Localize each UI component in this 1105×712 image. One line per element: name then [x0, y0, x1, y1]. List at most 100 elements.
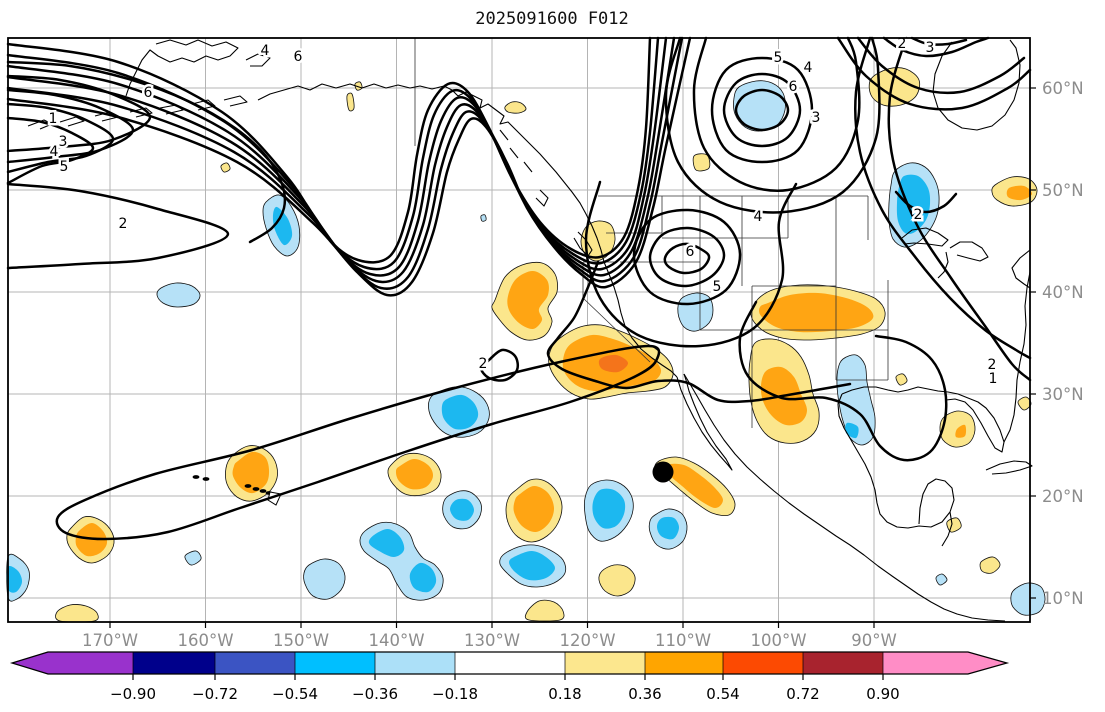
coastline	[27, 119, 53, 130]
coastline	[941, 511, 953, 547]
coastline	[573, 231, 593, 257]
colorbar-layer: −0.90 −0.72 −0.54 −0.36 −0.18 0.18 0.36 0.54 0.7…	[9, 651, 1010, 703]
coastline	[937, 251, 949, 279]
contour-line	[6, 36, 692, 297]
colorbar-tick-label: 0.54	[706, 685, 739, 703]
contour-label: 1	[989, 371, 998, 387]
x-tick-label: 160°W	[177, 631, 233, 650]
contour-label: 3	[59, 134, 68, 150]
hawaii-island	[259, 489, 267, 493]
coastline	[125, 39, 239, 97]
contour-line	[6, 60, 287, 244]
negative-anomaly-region	[272, 206, 293, 246]
coastline	[245, 53, 271, 67]
y-tick-label: 50°N	[1042, 181, 1084, 200]
positive-anomaly-region	[666, 463, 723, 509]
axis-layer: 170°W 160°W 150°W 140°W 130°W 120°W 110°W 100°W…	[82, 79, 1084, 650]
x-tick-label: 170°W	[82, 631, 138, 650]
positive-anomaly-region	[220, 162, 231, 173]
contour-label: 2	[119, 216, 128, 232]
coastline	[985, 460, 1033, 475]
positive-anomaly-region	[946, 517, 962, 533]
negative-anomaly-region	[480, 214, 487, 222]
contour-label: 6	[686, 244, 695, 260]
positive-anomaly-region	[895, 373, 908, 386]
colorbar-left-arrow	[12, 652, 48, 674]
coastline	[191, 99, 216, 111]
contour-label: 4	[261, 43, 270, 59]
contour-label: 1	[49, 111, 58, 127]
negative-anomaly-region	[6, 566, 23, 593]
contour-line	[6, 116, 95, 185]
negative-anomaly-region	[303, 558, 346, 600]
shaded-regions-layer	[6, 67, 1046, 623]
contour-label: 6	[294, 49, 303, 65]
negative-anomaly-region	[1010, 582, 1046, 616]
contour-label: 6	[789, 79, 798, 95]
coastline	[837, 393, 955, 529]
colorbar-tick-label: −0.18	[432, 685, 478, 703]
y-tick-label: 10°N	[1042, 589, 1084, 608]
negative-anomaly-region	[733, 80, 786, 132]
colorbar-tick-label: −0.72	[192, 685, 238, 703]
colorbar-tick-label: 0.90	[866, 685, 899, 703]
contours-layer	[6, 36, 1032, 541]
coastline	[676, 373, 733, 471]
colorbar-segment	[645, 652, 723, 674]
coastline	[1003, 271, 1031, 443]
coastline	[499, 129, 509, 141]
contour-line	[6, 36, 676, 284]
contour-label: 5	[774, 50, 783, 66]
location-marker-dot	[652, 461, 674, 483]
y-tick-label: 40°N	[1042, 283, 1084, 302]
contour-line	[734, 88, 790, 132]
negative-anomaly-region	[677, 292, 714, 332]
contour-label: 5	[60, 159, 69, 175]
positive-anomaly-region	[55, 604, 99, 623]
negative-anomaly-region	[441, 394, 479, 430]
coastline	[535, 189, 549, 207]
hawaii-island	[202, 477, 210, 481]
positive-anomaly-region	[759, 292, 874, 333]
hawaii-island	[244, 484, 252, 488]
contour-line	[632, 208, 742, 306]
contour-line	[710, 56, 814, 164]
contour-label: 4	[754, 209, 763, 225]
contour-line	[856, 36, 1026, 95]
coastline	[523, 161, 533, 173]
colorbar-segment	[565, 652, 645, 674]
coastline	[223, 95, 248, 107]
contour-line	[722, 72, 802, 148]
hawaii-island	[252, 487, 260, 491]
contour-line	[55, 344, 661, 541]
x-tick-label: 150°W	[273, 631, 329, 650]
colorbar-outline	[9, 651, 1010, 675]
positive-anomaly-region	[513, 485, 555, 533]
negative-anomaly-region	[184, 550, 202, 566]
negative-anomaly-region	[896, 174, 931, 235]
colorbar-tick-label: 0.36	[628, 685, 661, 703]
contour-line	[663, 242, 711, 275]
positive-anomaly-region	[524, 599, 565, 622]
contour-label: 5	[713, 279, 722, 295]
negative-anomaly-region	[368, 528, 405, 558]
contour-label: 4	[804, 60, 813, 76]
colorbar-segment	[295, 652, 375, 674]
contour-line	[836, 36, 1032, 111]
y-tick-label: 30°N	[1042, 385, 1084, 404]
x-tick-label: 130°W	[464, 631, 520, 650]
marker-layer	[652, 461, 674, 483]
y-tick-label: 20°N	[1042, 487, 1084, 506]
contour-label: 3	[812, 110, 821, 126]
coastline	[509, 147, 519, 159]
coastline	[841, 386, 1005, 453]
x-tick-label: 140°W	[368, 631, 424, 650]
positive-anomaly-region	[979, 556, 1001, 574]
positive-anomaly-region	[598, 354, 629, 373]
positive-anomaly-region	[395, 458, 434, 490]
contour-line	[894, 190, 958, 214]
contour-line	[6, 36, 684, 290]
contour-line	[6, 36, 652, 264]
coastline	[59, 116, 85, 127]
